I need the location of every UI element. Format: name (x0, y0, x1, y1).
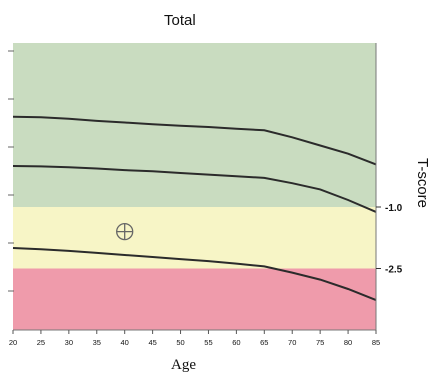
x-tick-label-35: 35 (93, 338, 101, 347)
x-tick-label-75: 75 (316, 338, 324, 347)
x-tick-label-70: 70 (288, 338, 296, 347)
patient-marker (116, 222, 134, 241)
x-tick-label-80: 80 (344, 338, 352, 347)
threshold-label: -1.0 (385, 203, 403, 214)
series-lines (12, 115, 377, 302)
threshold-label: -2.5 (385, 265, 403, 276)
band-1 (13, 207, 376, 269)
x-tick-label-20: 20 (9, 338, 17, 347)
series-line-1 (12, 115, 377, 166)
x-tick-label-60: 60 (232, 338, 240, 347)
x-tick-label-50: 50 (176, 338, 184, 347)
x-tick-label-40: 40 (121, 338, 129, 347)
series-line-2 (12, 165, 377, 213)
band-2 (13, 268, 376, 330)
threshold-labels: -1.0 -2.5 (376, 203, 403, 276)
chart-title: Total (164, 12, 196, 29)
x-tick-label-45: 45 (148, 338, 156, 347)
x-axis-label: Age (171, 357, 196, 373)
reference-bands (13, 43, 376, 330)
series-line-3 (12, 247, 377, 302)
y-axis-label: T-score (414, 158, 429, 208)
x-tick-label-65: 65 (260, 338, 268, 347)
band-0 (13, 43, 376, 207)
x-ticks: 20 25 30 35 40 45 50 55 60 65 70 75 80 85 (9, 330, 380, 347)
x-tick-label-25: 25 (37, 338, 45, 347)
x-tick-label-55: 55 (204, 338, 212, 347)
x-tick-label-85: 85 (372, 338, 380, 347)
x-tick-label-30: 30 (65, 338, 73, 347)
axes (8, 43, 377, 331)
